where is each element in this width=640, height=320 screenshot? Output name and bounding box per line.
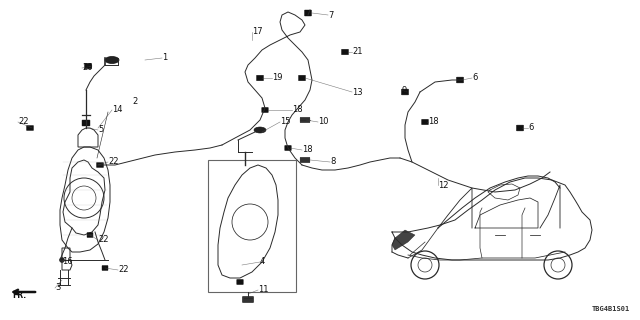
FancyBboxPatch shape: [97, 163, 104, 167]
FancyBboxPatch shape: [300, 157, 310, 163]
FancyBboxPatch shape: [422, 119, 428, 125]
FancyBboxPatch shape: [300, 117, 310, 123]
Text: FR.: FR.: [12, 291, 26, 300]
FancyBboxPatch shape: [456, 77, 463, 83]
Text: 16: 16: [62, 258, 72, 267]
Text: 5: 5: [98, 125, 103, 134]
FancyBboxPatch shape: [243, 297, 253, 302]
Ellipse shape: [254, 127, 266, 133]
Text: 18: 18: [292, 106, 303, 115]
Text: 19: 19: [272, 74, 282, 83]
FancyBboxPatch shape: [84, 63, 92, 69]
FancyBboxPatch shape: [285, 145, 291, 151]
Circle shape: [60, 258, 65, 262]
Text: TBG4B1S01: TBG4B1S01: [592, 306, 630, 312]
Text: 13: 13: [352, 87, 363, 97]
Text: 22: 22: [108, 157, 118, 166]
Text: 22: 22: [118, 266, 129, 275]
Text: 4: 4: [260, 258, 265, 267]
FancyBboxPatch shape: [26, 125, 33, 131]
FancyBboxPatch shape: [516, 125, 524, 131]
Text: 15: 15: [280, 117, 291, 126]
Text: 6: 6: [528, 124, 533, 132]
Text: 7: 7: [328, 11, 333, 20]
Text: 2: 2: [132, 98, 137, 107]
FancyBboxPatch shape: [262, 108, 268, 113]
Text: 22: 22: [98, 236, 109, 244]
FancyBboxPatch shape: [102, 266, 108, 270]
Text: 8: 8: [330, 157, 335, 166]
Ellipse shape: [105, 57, 119, 63]
FancyBboxPatch shape: [342, 49, 349, 55]
Text: 21: 21: [352, 47, 362, 57]
FancyBboxPatch shape: [257, 75, 264, 81]
Bar: [208, 160, 296, 292]
Text: 18: 18: [428, 117, 438, 126]
Text: 6: 6: [472, 74, 477, 83]
FancyBboxPatch shape: [82, 120, 90, 126]
Text: 20: 20: [82, 63, 93, 73]
Text: 14: 14: [112, 106, 122, 115]
Text: 3: 3: [55, 284, 60, 292]
Text: 17: 17: [252, 28, 262, 36]
FancyBboxPatch shape: [298, 75, 305, 81]
Text: 12: 12: [438, 180, 449, 189]
FancyBboxPatch shape: [87, 233, 93, 237]
FancyBboxPatch shape: [305, 10, 312, 16]
Text: 1: 1: [162, 53, 167, 62]
Text: 11: 11: [258, 285, 269, 294]
FancyBboxPatch shape: [237, 279, 243, 284]
Polygon shape: [392, 230, 415, 250]
FancyBboxPatch shape: [401, 89, 408, 95]
Text: 22: 22: [18, 117, 29, 126]
Text: 10: 10: [318, 117, 328, 126]
Text: 9: 9: [402, 85, 407, 94]
Text: 18: 18: [302, 146, 312, 155]
